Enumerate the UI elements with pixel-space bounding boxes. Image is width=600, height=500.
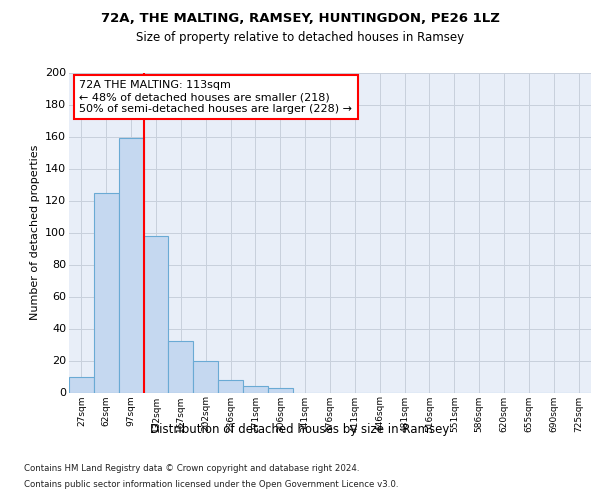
Y-axis label: Number of detached properties: Number of detached properties [29,145,40,320]
Bar [268,388,293,392]
Bar [94,192,119,392]
Bar [119,138,143,392]
Bar [143,236,169,392]
Text: 72A, THE MALTING, RAMSEY, HUNTINGDON, PE26 1LZ: 72A, THE MALTING, RAMSEY, HUNTINGDON, PE… [101,12,499,26]
Bar [243,386,268,392]
Text: Contains HM Land Registry data © Crown copyright and database right 2024.: Contains HM Land Registry data © Crown c… [24,464,359,473]
Bar [193,360,218,392]
Bar [69,376,94,392]
Text: 72A THE MALTING: 113sqm
← 48% of detached houses are smaller (218)
50% of semi-d: 72A THE MALTING: 113sqm ← 48% of detache… [79,80,352,114]
Text: Contains public sector information licensed under the Open Government Licence v3: Contains public sector information licen… [24,480,398,489]
Bar [169,342,193,392]
Text: Size of property relative to detached houses in Ramsey: Size of property relative to detached ho… [136,31,464,44]
Bar [218,380,243,392]
Text: Distribution of detached houses by size in Ramsey: Distribution of detached houses by size … [151,422,449,436]
